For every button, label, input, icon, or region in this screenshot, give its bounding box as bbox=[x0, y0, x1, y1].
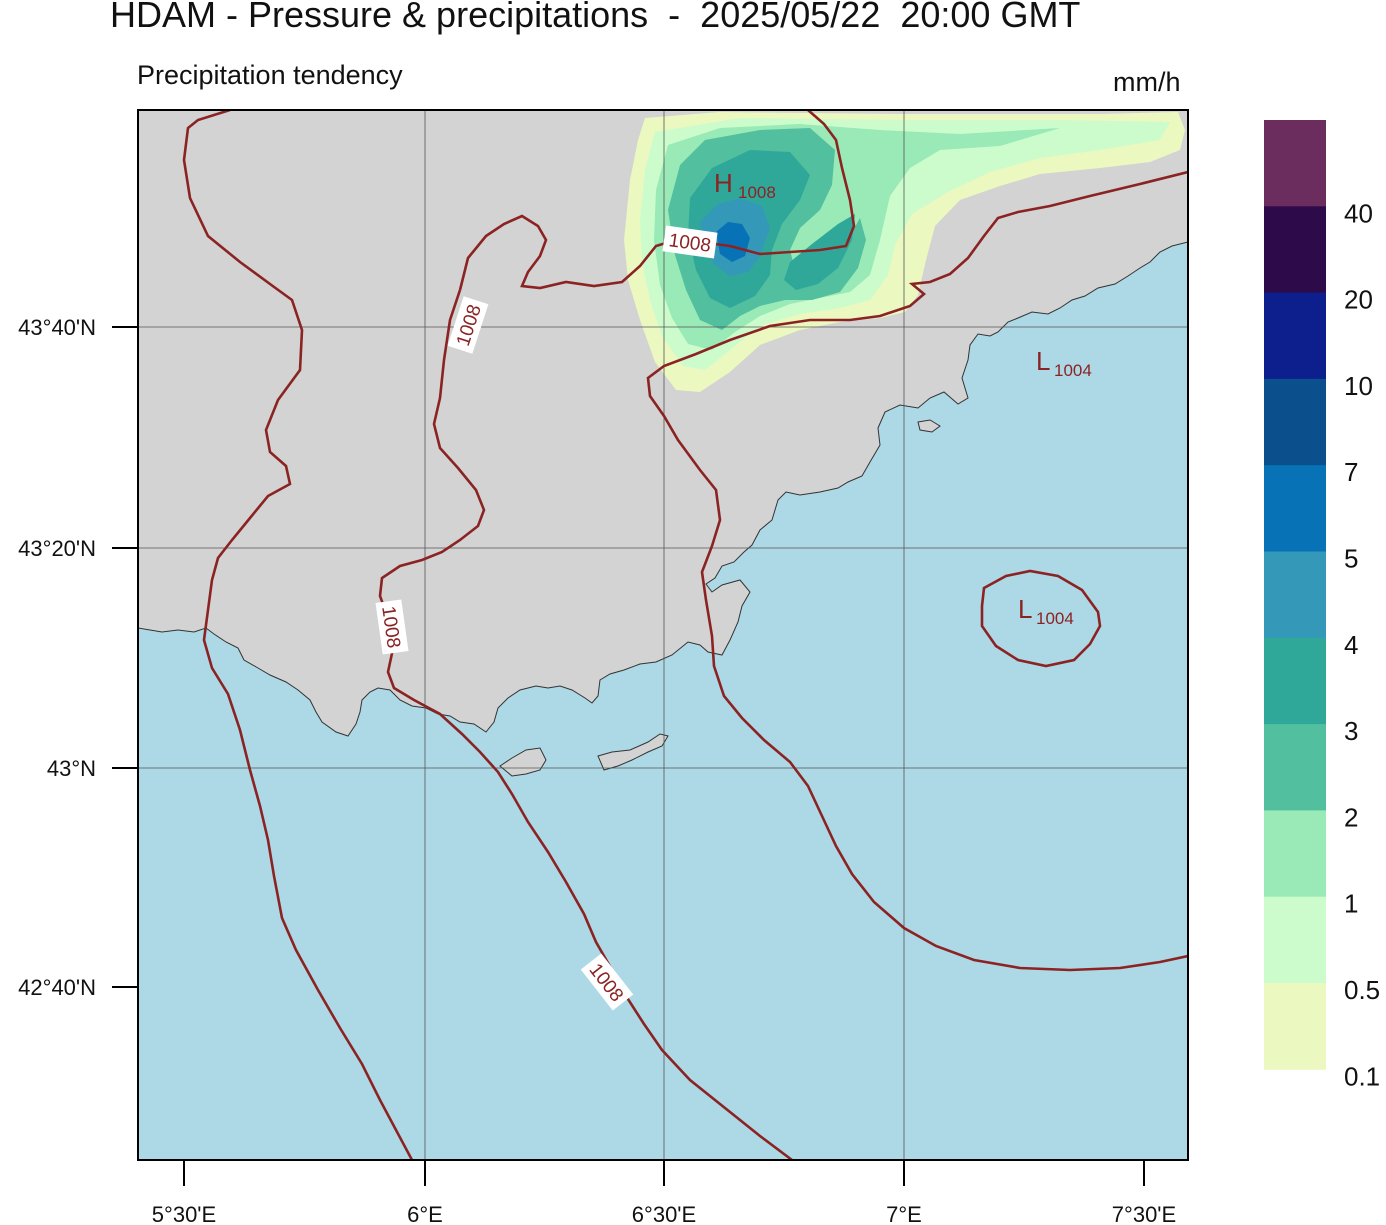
legend-label: 20 bbox=[1344, 285, 1373, 315]
pressure-centers: H 1008 L 1004 L 1004 bbox=[714, 168, 1092, 628]
legend-swatch bbox=[1264, 810, 1326, 898]
lat-label: 43°40'N bbox=[18, 315, 96, 340]
lon-label: 6°30'E bbox=[632, 1202, 696, 1225]
lat-label: 43°N bbox=[47, 756, 96, 781]
low-pressure-marker: L bbox=[1018, 594, 1032, 624]
legend-swatch bbox=[1264, 983, 1326, 1070]
low-pressure-value: 1004 bbox=[1036, 609, 1074, 628]
isobar-line bbox=[980, 569, 1102, 668]
lon-label: 6°E bbox=[407, 1202, 443, 1225]
lon-ticks bbox=[183, 1160, 1145, 1186]
legend-label: 3 bbox=[1344, 716, 1358, 746]
isobar-line bbox=[182, 110, 414, 1160]
isobar-line bbox=[458, 110, 856, 291]
lat-labels: 43°40'N 43°20'N 43°N 42°40'N bbox=[18, 315, 96, 1000]
legend-swatch bbox=[1264, 724, 1326, 811]
low-pressure-marker: L bbox=[1036, 346, 1050, 376]
legend-label: 40 bbox=[1344, 198, 1373, 228]
legend-label: 0.1 bbox=[1344, 1061, 1380, 1091]
legend-swatch bbox=[1264, 292, 1326, 380]
land-area bbox=[138, 110, 1188, 737]
legend-swatch bbox=[1264, 120, 1326, 207]
lon-labels: 5°30'E 6°E 6°30'E 7°E 7°30'E bbox=[152, 1202, 1176, 1225]
island bbox=[917, 419, 941, 433]
legend-swatch bbox=[1264, 637, 1326, 725]
legend-label: 1 bbox=[1344, 889, 1358, 919]
legend-swatch bbox=[1264, 378, 1326, 466]
high-pressure-value: 1008 bbox=[738, 183, 776, 202]
legend-label: 10 bbox=[1344, 371, 1373, 401]
legend-label: 2 bbox=[1344, 802, 1358, 832]
lon-label: 7°30'E bbox=[1112, 1202, 1176, 1225]
legend-label: 5 bbox=[1344, 544, 1358, 574]
lat-label: 43°20'N bbox=[18, 536, 96, 561]
low-pressure-value: 1004 bbox=[1054, 361, 1092, 380]
map-subtitle: Precipitation tendency bbox=[137, 60, 403, 90]
legend-label: 7 bbox=[1344, 457, 1358, 487]
legend-swatch bbox=[1264, 206, 1326, 294]
legend-label: 0.5 bbox=[1344, 975, 1380, 1005]
lat-ticks bbox=[112, 326, 138, 988]
precipitation-field bbox=[624, 112, 1185, 392]
island bbox=[597, 733, 669, 771]
units-label: mm/h bbox=[1113, 67, 1181, 97]
isobar-line bbox=[646, 170, 1188, 972]
legend-label: 4 bbox=[1344, 630, 1358, 660]
lon-label: 5°30'E bbox=[152, 1202, 216, 1225]
graticule bbox=[138, 110, 1188, 1160]
color-legend: 40 20 10 7 5 4 3 2 1 0.5 0.1 bbox=[1264, 120, 1380, 1091]
legend-swatch bbox=[1264, 551, 1326, 639]
legend-swatch bbox=[1264, 896, 1326, 984]
isobars bbox=[182, 110, 1188, 1160]
high-pressure-marker: H bbox=[714, 168, 733, 198]
lat-label: 42°40'N bbox=[18, 975, 96, 1000]
lon-label: 7°E bbox=[886, 1202, 922, 1225]
map-title: HDAM - Pressure & precipitations - 2025/… bbox=[110, 0, 1081, 35]
legend-swatch bbox=[1264, 465, 1326, 552]
island bbox=[499, 747, 547, 777]
isobar-labels: 1008 1008 1008 1008 bbox=[375, 225, 718, 1011]
